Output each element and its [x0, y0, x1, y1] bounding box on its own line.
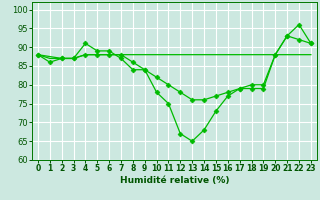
X-axis label: Humidité relative (%): Humidité relative (%) [120, 176, 229, 185]
